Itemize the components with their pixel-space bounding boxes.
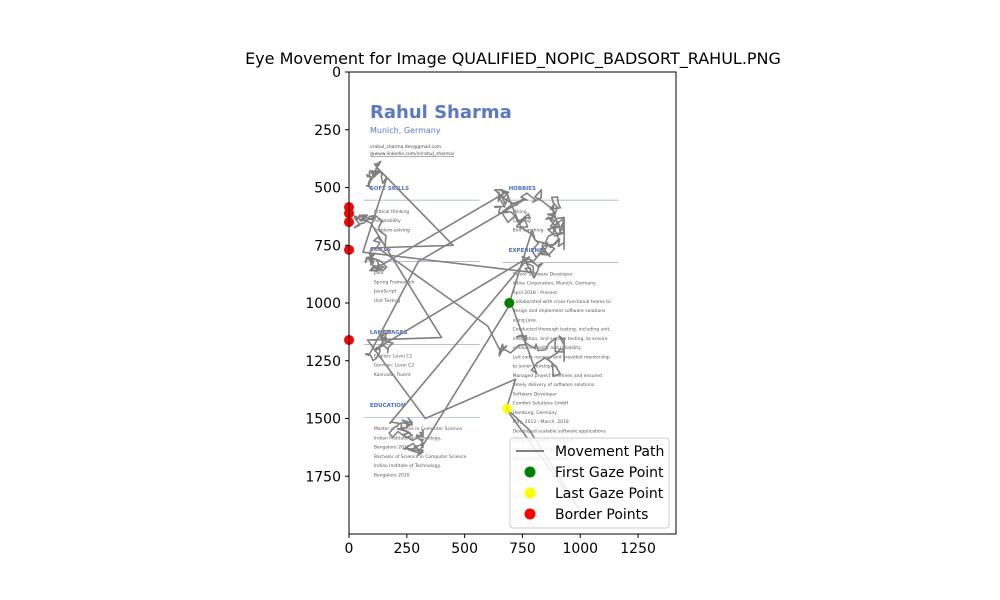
resume-item: design and implement software solutions bbox=[513, 308, 607, 314]
resume-item: Bangalore 2010 bbox=[374, 472, 410, 478]
x-tick-label: 250 bbox=[393, 541, 420, 557]
resume-location: Munich, Germany bbox=[370, 126, 441, 135]
resume-item: Comfort Solutions GmbH bbox=[513, 401, 569, 407]
resume-item: Developed scalable software applications bbox=[513, 428, 607, 434]
y-tick-label: 250 bbox=[314, 123, 341, 139]
resume-item: Software Developer bbox=[513, 391, 558, 397]
x-tick-label: 1250 bbox=[620, 541, 656, 557]
resume-item: Hamburg, Germany bbox=[513, 410, 558, 416]
resume-item: Bangalore 2012 bbox=[374, 445, 410, 451]
y-tick-label: 1750 bbox=[305, 469, 341, 485]
resume-email: vrahul_sharma.dev@gmail.com bbox=[370, 144, 441, 150]
legend-last-swatch bbox=[524, 487, 536, 499]
resume-item: Java bbox=[373, 270, 384, 276]
legend-box bbox=[509, 437, 670, 529]
y-tick-label: 1500 bbox=[305, 412, 341, 428]
legend-last-label: Last Gaze Point bbox=[555, 486, 664, 502]
resume-item: Spring Framework bbox=[374, 279, 415, 285]
resume-item: Conducted thorough testing, including un… bbox=[513, 327, 611, 333]
resume-item: Intive Corporation, Munich, Germany bbox=[513, 281, 597, 287]
resume-item: Led code reviews and provided mentorship bbox=[513, 354, 610, 360]
resume-item: Adaptability bbox=[374, 218, 401, 224]
resume-section-heading: EXPERIENCE bbox=[509, 248, 547, 254]
x-tick-label: 1000 bbox=[562, 541, 598, 557]
resume-item: Bird watching bbox=[513, 227, 544, 233]
y-axis: 0 250 500 750 1000 1250 1500 1750 bbox=[305, 65, 349, 485]
resume-item: Critical thinking bbox=[374, 209, 410, 215]
resume-item: Managed project timelines and ensured bbox=[513, 373, 603, 379]
y-tick-label: 1250 bbox=[305, 354, 341, 370]
last-gaze-point bbox=[501, 403, 512, 414]
resume-linkedin: @www.linkedin.com/in/rahul_sharma/ bbox=[370, 151, 455, 157]
resume-item: April 2018 - Present bbox=[513, 290, 558, 296]
resume-item: Collaborated with cross-functional teams… bbox=[513, 299, 611, 305]
resume-item: timely delivery of software solutions. bbox=[513, 382, 596, 388]
chart-title: Eye Movement for Image QUALIFIED_NOPIC_B… bbox=[245, 49, 781, 69]
resume-item: German: Level C2 bbox=[374, 363, 414, 369]
resume-section-heading: SOFT SKILLS bbox=[370, 186, 409, 192]
x-tick-label: 0 bbox=[345, 541, 354, 557]
y-tick-label: 500 bbox=[314, 181, 341, 197]
resume-item: May, 2012 - March, 2018 bbox=[513, 419, 569, 425]
resume-item: Senior Software Developer bbox=[513, 271, 573, 277]
resume-item: Indian Institute of Technology, bbox=[374, 463, 442, 469]
legend-first-label: First Gaze Point bbox=[555, 465, 664, 481]
x-tick-label: 500 bbox=[451, 541, 478, 557]
x-axis: 0 250 500 750 1000 1250 bbox=[345, 534, 656, 557]
resume-name: Rahul Sharma bbox=[370, 102, 512, 123]
resume-item: JavaScript bbox=[373, 289, 397, 295]
resume-item: Unit Testing bbox=[374, 298, 401, 304]
legend: Movement Path First Gaze Point Last Gaze… bbox=[509, 437, 670, 529]
first-gaze-point bbox=[504, 298, 515, 308]
y-tick-label: 1000 bbox=[305, 296, 341, 312]
resume-item: English: Level C1 bbox=[374, 353, 413, 359]
resume-item: to junior developers. bbox=[513, 364, 560, 370]
resume-item: Problem-solving bbox=[374, 227, 410, 233]
resume-item: Master of Science in Computer Science bbox=[374, 426, 462, 432]
y-tick-label: 750 bbox=[314, 238, 341, 254]
legend-border-swatch bbox=[524, 508, 536, 520]
resume-section-heading: EDUCATION bbox=[370, 403, 406, 409]
resume-item: Bachelor of Science in Computer Science bbox=[374, 454, 467, 460]
resume-section-heading: LANGUAGES bbox=[370, 330, 408, 336]
resume-section-heading: HOBBIES bbox=[509, 186, 536, 192]
y-tick-label: 0 bbox=[332, 65, 341, 81]
resume-item: using Java. bbox=[513, 317, 538, 323]
legend-path-label: Movement Path bbox=[555, 444, 664, 460]
legend-border-label: Border Points bbox=[555, 507, 648, 523]
x-tick-label: 750 bbox=[509, 541, 536, 557]
resume-item: Hiking bbox=[513, 209, 527, 215]
legend-first-swatch bbox=[524, 466, 536, 478]
resume-item: software quality and reliability. bbox=[513, 345, 582, 351]
movement-path bbox=[353, 160, 582, 512]
